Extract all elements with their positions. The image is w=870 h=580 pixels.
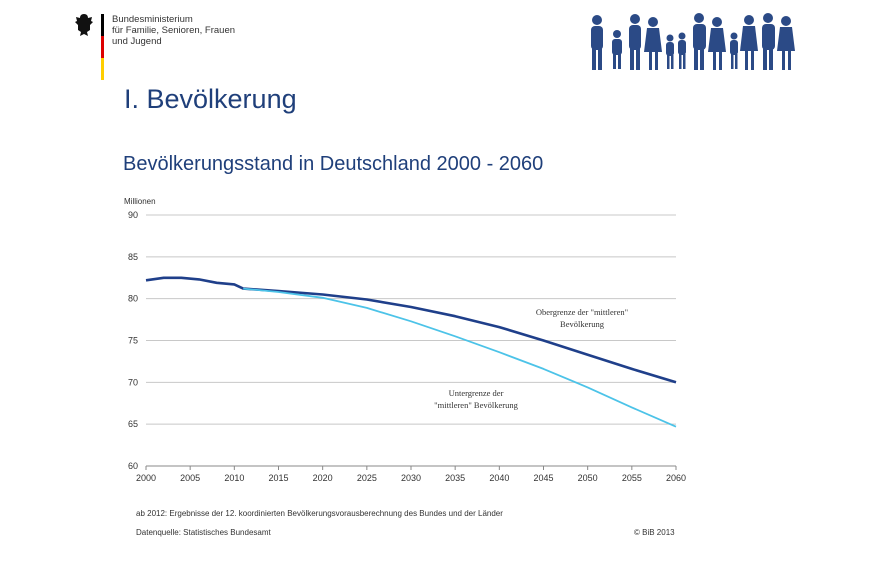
x-tick-label-2025: 2025 bbox=[357, 473, 377, 483]
x-tick-label-2030: 2030 bbox=[401, 473, 421, 483]
series-line-0 bbox=[145, 276, 677, 384]
ministry-line-1: Bundesministerium bbox=[112, 14, 193, 25]
y-tick-label-90: 90 bbox=[128, 210, 138, 220]
flag-red bbox=[101, 36, 104, 58]
chart-title: Bevölkerungsstand in Deutschland 2000 - … bbox=[123, 153, 544, 175]
y-tick-label-80: 80 bbox=[128, 294, 138, 304]
footnote-source: Datenquelle: Statistisches Bundesamt bbox=[136, 528, 271, 537]
annotation-lower-line-1: Untergrenze der bbox=[449, 388, 504, 398]
flag-bar bbox=[101, 14, 104, 80]
x-tick-label-2015: 2015 bbox=[268, 473, 288, 483]
flag-black bbox=[101, 14, 104, 36]
x-tick-label-2055: 2055 bbox=[622, 473, 642, 483]
ministry-line-2: für Familie, Senioren, Frauen bbox=[112, 25, 236, 36]
footnote-projection: ab 2012: Ergebnisse der 12. koordinierte… bbox=[136, 509, 503, 518]
copyright: © BiB 2013 bbox=[634, 528, 675, 537]
y-tick-label-75: 75 bbox=[128, 336, 138, 346]
x-tick-label-2010: 2010 bbox=[224, 473, 244, 483]
x-tick-label-2005: 2005 bbox=[180, 473, 200, 483]
y-axis-label: Millionen bbox=[124, 197, 156, 206]
annotation-lower-line-2: "mittleren" Bevölkerung bbox=[434, 400, 518, 410]
x-tick-label-2050: 2050 bbox=[578, 473, 598, 483]
ministry-line-3: und Jugend bbox=[112, 36, 162, 47]
y-tick-label-70: 70 bbox=[128, 377, 138, 387]
y-tick-label-65: 65 bbox=[128, 419, 138, 429]
federal-eagle-icon bbox=[75, 14, 93, 36]
x-tick-label-2045: 2045 bbox=[533, 473, 553, 483]
y-tick-label-60: 60 bbox=[128, 461, 138, 471]
section-title: I. Bevölkerung bbox=[124, 84, 297, 114]
series-line-1 bbox=[243, 287, 677, 428]
x-tick-label-2035: 2035 bbox=[445, 473, 465, 483]
annotation-upper-line-2: Bevölkerung bbox=[560, 319, 605, 329]
ministry-logo bbox=[72, 12, 96, 38]
x-tick-label-2060: 2060 bbox=[666, 473, 686, 483]
x-tick-label-2020: 2020 bbox=[313, 473, 333, 483]
y-tick-label-85: 85 bbox=[128, 252, 138, 262]
annotation-upper-line-1: Obergrenze der "mittleren" bbox=[536, 307, 628, 317]
x-tick-label-2000: 2000 bbox=[136, 473, 156, 483]
flag-gold bbox=[101, 58, 104, 80]
x-tick-label-2040: 2040 bbox=[489, 473, 509, 483]
ministry-name: Bundesministerium für Familie, Senioren,… bbox=[112, 14, 272, 47]
family-silhouettes-image bbox=[591, 13, 795, 70]
